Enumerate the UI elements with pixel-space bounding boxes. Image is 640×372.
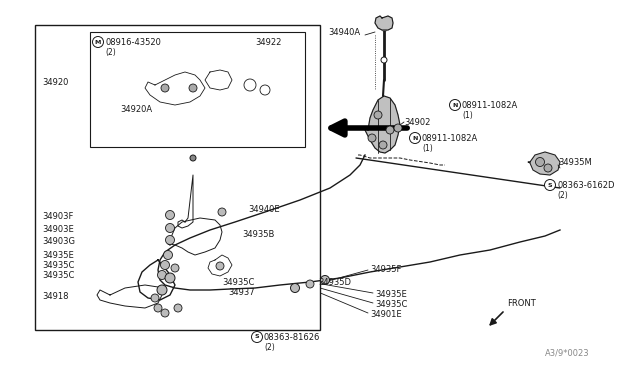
Text: S: S (255, 334, 259, 340)
Text: 34918: 34918 (42, 292, 68, 301)
Circle shape (306, 280, 314, 288)
Text: 34935F: 34935F (370, 265, 401, 274)
Text: 34920: 34920 (42, 78, 68, 87)
Text: FRONT: FRONT (507, 299, 536, 308)
Text: 34903E: 34903E (42, 225, 74, 234)
Polygon shape (145, 72, 205, 105)
Circle shape (321, 276, 330, 285)
Circle shape (381, 57, 387, 63)
Text: (1): (1) (462, 111, 473, 120)
Circle shape (394, 124, 402, 132)
Circle shape (544, 164, 552, 172)
Circle shape (165, 273, 175, 283)
Polygon shape (528, 152, 560, 175)
Text: A3/9*0023: A3/9*0023 (545, 349, 590, 358)
Text: 34935E: 34935E (42, 251, 74, 260)
Circle shape (161, 260, 170, 269)
Text: 34935C: 34935C (42, 271, 74, 280)
Text: 34937: 34937 (228, 288, 255, 297)
Text: 34940E: 34940E (248, 205, 280, 214)
Text: 34935C: 34935C (222, 278, 254, 287)
Bar (35, 25, 320, 330)
Polygon shape (205, 70, 232, 90)
Circle shape (291, 283, 300, 292)
Circle shape (536, 157, 545, 167)
Text: 34935D: 34935D (318, 278, 351, 287)
Circle shape (252, 331, 262, 343)
Text: 34935C: 34935C (375, 300, 408, 309)
Circle shape (157, 285, 167, 295)
Circle shape (449, 99, 461, 110)
Text: (2): (2) (105, 48, 116, 57)
Text: (2): (2) (264, 343, 275, 352)
Text: 08911-1082A: 08911-1082A (462, 101, 518, 110)
Text: 34901E: 34901E (370, 310, 402, 319)
Circle shape (174, 304, 182, 312)
Text: 34935E: 34935E (375, 290, 407, 299)
Text: (1): (1) (422, 144, 433, 153)
Text: 08363-6162D: 08363-6162D (557, 181, 614, 190)
Circle shape (260, 85, 270, 95)
Text: 34940A: 34940A (328, 28, 360, 37)
Polygon shape (168, 218, 222, 255)
Circle shape (386, 126, 394, 134)
Text: 34920A: 34920A (120, 105, 152, 114)
Circle shape (171, 264, 179, 272)
Circle shape (166, 211, 175, 219)
Bar (90, 32, 305, 147)
Circle shape (218, 208, 226, 216)
Circle shape (545, 180, 556, 190)
Text: N: N (452, 103, 458, 108)
Text: 08916-43520: 08916-43520 (105, 38, 161, 47)
Text: 34935C: 34935C (42, 261, 74, 270)
Circle shape (166, 224, 175, 232)
Polygon shape (375, 16, 393, 30)
Text: 34902: 34902 (404, 118, 430, 127)
Polygon shape (178, 175, 193, 228)
Text: 34903G: 34903G (42, 237, 75, 246)
Circle shape (410, 132, 420, 144)
Circle shape (166, 235, 175, 244)
Circle shape (93, 36, 104, 48)
Circle shape (151, 294, 159, 302)
Text: 08911-1082A: 08911-1082A (422, 134, 478, 143)
Text: 34935B: 34935B (242, 230, 275, 239)
Text: N: N (412, 135, 418, 141)
Polygon shape (97, 285, 162, 308)
Circle shape (161, 309, 169, 317)
Text: 34903F: 34903F (42, 212, 74, 221)
Polygon shape (364, 96, 400, 153)
Text: M: M (95, 39, 101, 45)
Text: 34935M: 34935M (558, 158, 592, 167)
Circle shape (161, 84, 169, 92)
Circle shape (189, 84, 197, 92)
Circle shape (216, 262, 224, 270)
Circle shape (157, 270, 166, 279)
Circle shape (368, 134, 376, 142)
Circle shape (163, 250, 173, 260)
Circle shape (154, 304, 162, 312)
Text: 34922: 34922 (255, 38, 282, 47)
Text: 08363-81626: 08363-81626 (264, 333, 321, 342)
Text: S: S (548, 183, 552, 187)
Text: (2): (2) (557, 191, 568, 200)
Circle shape (244, 79, 256, 91)
Circle shape (190, 155, 196, 161)
Circle shape (379, 141, 387, 149)
Polygon shape (208, 255, 232, 276)
Circle shape (374, 111, 382, 119)
